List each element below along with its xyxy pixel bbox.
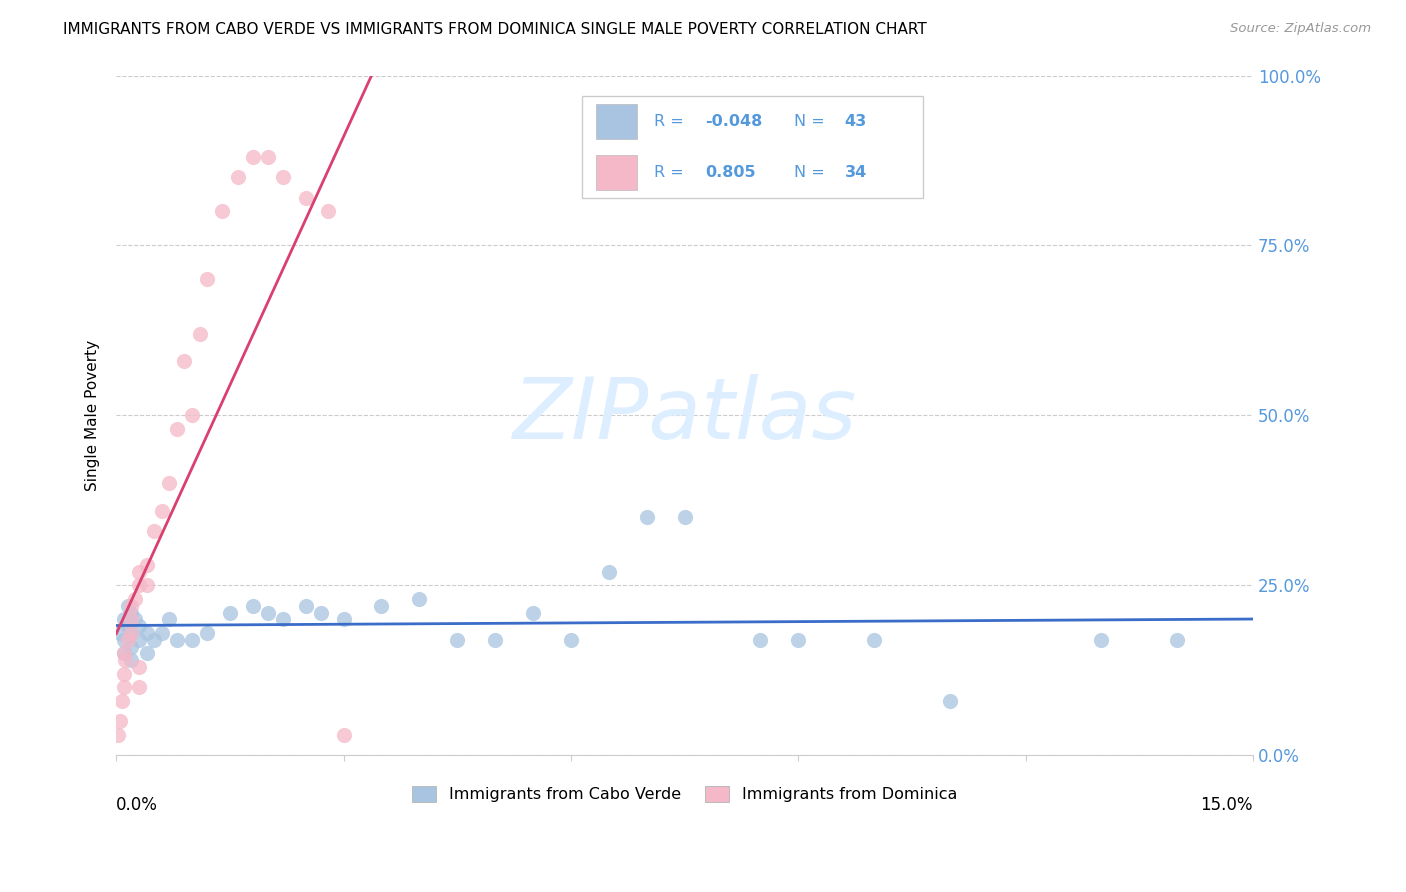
Point bbox=[173, 354, 195, 368]
Point bbox=[128, 619, 150, 633]
Point bbox=[150, 626, 173, 640]
Point bbox=[195, 272, 218, 286]
Point bbox=[108, 626, 131, 640]
Point bbox=[135, 558, 157, 572]
Point bbox=[256, 606, 278, 620]
Legend: Immigrants from Cabo Verde, Immigrants from Dominica: Immigrants from Cabo Verde, Immigrants f… bbox=[406, 780, 963, 808]
Point bbox=[114, 653, 136, 667]
Point bbox=[1166, 632, 1188, 647]
Point bbox=[332, 612, 354, 626]
Point bbox=[112, 646, 135, 660]
Point bbox=[446, 632, 468, 647]
Point bbox=[181, 632, 204, 647]
Y-axis label: Single Male Poverty: Single Male Poverty bbox=[86, 340, 100, 491]
Point bbox=[128, 681, 150, 695]
Point bbox=[370, 599, 392, 613]
Point bbox=[219, 606, 242, 620]
Text: 15.0%: 15.0% bbox=[1201, 797, 1253, 814]
Point bbox=[332, 728, 354, 742]
Point bbox=[181, 409, 204, 423]
Text: ZIPatlas: ZIPatlas bbox=[512, 374, 856, 457]
Point bbox=[117, 632, 139, 647]
Point bbox=[128, 632, 150, 647]
Point bbox=[128, 578, 150, 592]
Point bbox=[112, 632, 135, 647]
Point bbox=[226, 170, 249, 185]
Point bbox=[107, 728, 129, 742]
Point bbox=[522, 606, 544, 620]
Point bbox=[128, 660, 150, 674]
Point bbox=[749, 632, 772, 647]
Point bbox=[673, 510, 696, 524]
Point bbox=[408, 592, 430, 607]
Point bbox=[188, 326, 211, 341]
Point bbox=[157, 476, 180, 491]
Point bbox=[108, 714, 131, 729]
Point bbox=[271, 170, 294, 185]
Point bbox=[318, 204, 340, 219]
Point bbox=[112, 612, 135, 626]
Point bbox=[112, 681, 135, 695]
Point bbox=[143, 632, 166, 647]
Point bbox=[135, 646, 157, 660]
Point bbox=[120, 626, 142, 640]
Point bbox=[166, 422, 188, 436]
Point bbox=[124, 612, 146, 626]
Point bbox=[135, 578, 157, 592]
Point bbox=[124, 592, 146, 607]
Point bbox=[112, 666, 135, 681]
Point bbox=[294, 599, 316, 613]
Point bbox=[211, 204, 233, 219]
Point bbox=[636, 510, 658, 524]
Point bbox=[787, 632, 810, 647]
Text: IMMIGRANTS FROM CABO VERDE VS IMMIGRANTS FROM DOMINICA SINGLE MALE POVERTY CORRE: IMMIGRANTS FROM CABO VERDE VS IMMIGRANTS… bbox=[63, 22, 927, 37]
Point bbox=[120, 640, 142, 654]
Point bbox=[120, 612, 142, 626]
Point bbox=[1090, 632, 1112, 647]
Point bbox=[135, 626, 157, 640]
Point bbox=[157, 612, 180, 626]
Point bbox=[112, 646, 135, 660]
Point bbox=[863, 632, 886, 647]
Point bbox=[128, 565, 150, 579]
Point bbox=[117, 619, 139, 633]
Point bbox=[271, 612, 294, 626]
Point bbox=[256, 150, 278, 164]
Point bbox=[120, 606, 142, 620]
Point bbox=[120, 599, 142, 613]
Point bbox=[120, 653, 142, 667]
Point bbox=[598, 565, 620, 579]
Point bbox=[242, 150, 264, 164]
Point bbox=[120, 626, 142, 640]
Point bbox=[150, 503, 173, 517]
Point bbox=[117, 599, 139, 613]
Point bbox=[294, 191, 316, 205]
Point bbox=[309, 606, 332, 620]
Text: 0.0%: 0.0% bbox=[117, 797, 157, 814]
Point bbox=[484, 632, 506, 647]
Text: Source: ZipAtlas.com: Source: ZipAtlas.com bbox=[1230, 22, 1371, 36]
Point bbox=[143, 524, 166, 538]
Point bbox=[242, 599, 264, 613]
Point bbox=[195, 626, 218, 640]
Point bbox=[939, 694, 962, 708]
Point bbox=[111, 694, 134, 708]
Point bbox=[560, 632, 582, 647]
Point bbox=[166, 632, 188, 647]
